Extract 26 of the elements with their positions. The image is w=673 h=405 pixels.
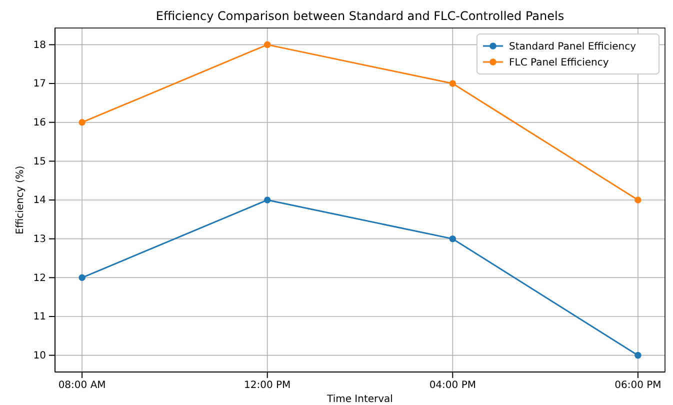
y-tick-label: 14 (33, 195, 46, 206)
y-tick-label: 10 (33, 350, 46, 362)
x-tick-label: 06:00 PM (614, 380, 662, 392)
point (78, 118, 86, 126)
y-tick-label: 16 (33, 118, 46, 129)
x-tick-label: 12:00 PM (244, 380, 291, 392)
point (264, 41, 271, 48)
y-tick-label: 18 (33, 40, 46, 51)
x-tick-label: 08:00 AM (58, 380, 106, 392)
y-tick-label: 17 (33, 78, 46, 90)
y-tick-label: 13 (33, 234, 46, 246)
legend-label: Standard Panel Efficiency (509, 42, 636, 52)
y-tick-label: 12 (33, 272, 46, 284)
x-tick-label: 04:00 PM (429, 380, 476, 392)
point (264, 196, 271, 204)
chart-title: Efficiency Comparison between Standard and FLC-Controlled Panels (156, 9, 564, 23)
legend-label: FLC Panel Efficiency (509, 58, 609, 68)
point (78, 274, 86, 282)
y-axis-title: Efficiency (%) (15, 166, 26, 234)
x-axis-title: Time Interval (326, 394, 393, 405)
point (634, 352, 642, 359)
point (449, 235, 456, 242)
y-tick-label: 15 (33, 156, 46, 168)
point (634, 196, 642, 204)
y-tick-label: 11 (33, 312, 46, 323)
point (449, 80, 456, 87)
